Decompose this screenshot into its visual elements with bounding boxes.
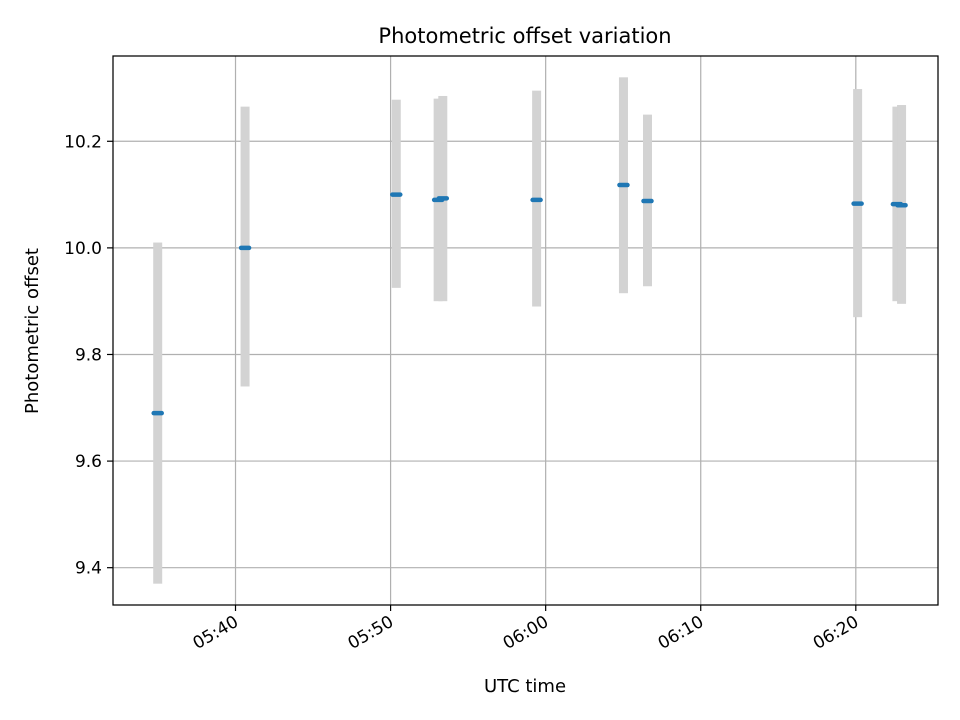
x-axis-title: UTC time [484, 676, 566, 697]
grid [113, 56, 938, 605]
data-points [151, 182, 908, 416]
y-axis-title: Photometric offset [22, 248, 43, 414]
y-tick-label: 9.6 [75, 452, 102, 472]
y-tick-label: 9.4 [75, 559, 102, 579]
y-tick-label: 10.2 [64, 132, 102, 152]
plot-frame [112, 55, 939, 606]
y-tick-label: 10.0 [64, 239, 102, 259]
y-tick-label: 9.8 [75, 345, 102, 365]
chart-title: Photometric offset variation [378, 24, 671, 48]
y-axis-ticks: 9.4 9.6 9.8 10.0 10.2 [64, 132, 113, 579]
